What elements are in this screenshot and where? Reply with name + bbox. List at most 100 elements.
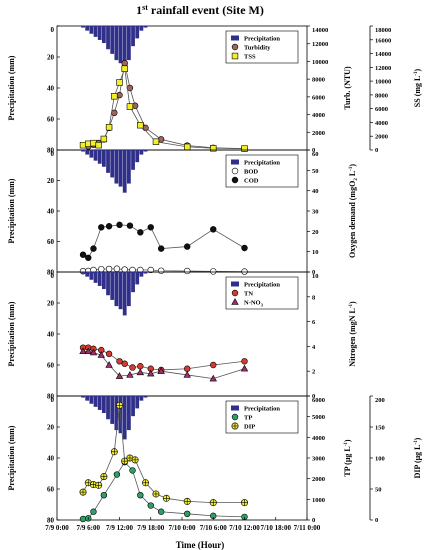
data-point-COD (79, 251, 87, 258)
precip-bar (106, 396, 110, 420)
data-point-TN (210, 361, 217, 369)
x-tick-label: 7/10 18:00 (260, 524, 291, 532)
data-point-Turbidity-shape (111, 109, 118, 117)
value-tick-label: 5000 (312, 414, 325, 421)
data-point-N-NO3-shape (209, 374, 217, 382)
data-point-COD-shape (116, 221, 123, 229)
precip-bar (122, 26, 127, 70)
data-point-N-NO3-shape (89, 348, 98, 356)
legend-marker-shape (231, 43, 239, 51)
legend-label: N-NO3 (244, 300, 264, 308)
precip-bar (85, 150, 90, 155)
data-point-TN-shape (184, 365, 191, 372)
legend-marker-shape (231, 176, 239, 184)
rain-tick-label: 60 (47, 362, 55, 370)
data-point-COD-shape (210, 226, 217, 233)
value-tick-label: 2000 (312, 476, 325, 483)
value-axis-title: Nitrogen (mgN L-1) (348, 301, 357, 367)
precip-bar (143, 26, 148, 28)
precip-bar (110, 272, 115, 300)
data-point-COD-shape (157, 245, 165, 252)
data-point-COD (137, 229, 144, 236)
data-point-COD-shape (85, 254, 92, 261)
data-point-BOD (90, 266, 97, 274)
precip-bar (131, 26, 135, 47)
legend-marker-shape (231, 35, 239, 41)
value-tick-label: 0 (312, 517, 315, 524)
data-point-TSS (126, 103, 134, 110)
data-point-TSS (210, 145, 217, 152)
data-point-N-NO3-shape (126, 371, 134, 378)
legend-marker-shape (231, 405, 239, 411)
data-point-BOD (184, 267, 191, 275)
data-point-BOD-shape (157, 267, 165, 274)
data-point-TP-shape (137, 492, 144, 499)
precip-bar (81, 26, 85, 28)
data-point-COD (241, 244, 248, 252)
data-point-BOD (241, 268, 248, 275)
data-point-TN-shape (137, 363, 144, 370)
x-axis-title: Time (Hour) (176, 540, 225, 550)
data-point-TP-shape (100, 492, 108, 499)
data-point-COD (147, 224, 154, 231)
data-point-TSS-shape (121, 65, 128, 72)
legend-marker (231, 159, 239, 165)
value-tick-label: 10 (312, 249, 319, 256)
value-tick-label: 8000 (375, 92, 388, 99)
data-point-DIP (110, 448, 118, 456)
data-point-DIP (95, 481, 103, 489)
value-axis-title: Oxygen demand (mgO2 L-1) (348, 164, 359, 258)
data-point-COD (184, 243, 191, 250)
data-point-TP (113, 471, 121, 478)
data-point-N-NO3 (105, 361, 113, 368)
series-line-Turbidity (88, 63, 245, 150)
legend-oxygen: Precipitation BOD COD (225, 154, 299, 188)
legend-label: COD (244, 178, 259, 185)
data-point-TN-shape (121, 360, 128, 367)
data-point-TSS (241, 145, 248, 152)
precip-bar (81, 396, 85, 398)
legend-phosphorus: Precipitation TP DIP (225, 400, 299, 434)
value-tick-label: 0 (312, 393, 315, 400)
data-point-N-NO3-shape (115, 372, 124, 379)
precip-bar (89, 396, 94, 404)
data-point-TN-shape (241, 358, 248, 365)
precip-bar (143, 396, 148, 398)
value-axis-title: DIP (μg L-1) (413, 437, 422, 478)
rain-tick-label: 60 (47, 116, 55, 124)
legend-label: Precipitation (244, 282, 280, 289)
data-point-TP-shape (147, 502, 154, 509)
data-point-TSS (95, 141, 102, 149)
precip-bar (110, 150, 115, 178)
data-point-BOD-shape (184, 267, 191, 275)
data-point-N-NO3 (157, 367, 165, 374)
data-point-TSS-shape (111, 93, 118, 100)
data-point-TSS (152, 138, 160, 145)
data-point-TP (147, 502, 154, 509)
data-point-TSS-shape (184, 143, 191, 151)
precip-bar (110, 26, 115, 54)
value-tick-label: 40 (312, 188, 319, 195)
value-tick-label: 4000 (312, 435, 325, 442)
legend-label: TP (244, 415, 252, 422)
x-tick-label: 7/9 18:00 (137, 524, 165, 532)
precip-bar (106, 26, 110, 50)
value-tick-label: 60 (312, 151, 319, 158)
data-point-N-NO3 (240, 364, 249, 372)
data-point-COD-shape (105, 223, 113, 230)
data-point-COD-shape (79, 251, 87, 258)
data-point-TN (105, 350, 113, 358)
data-point-TN (184, 365, 191, 372)
data-point-N-NO3-shape (240, 364, 249, 372)
rain-tick-label: 60 (47, 238, 55, 246)
rain-tick-label: 0 (51, 396, 55, 404)
precip-bar (122, 272, 127, 316)
value-tick-label: 200 (375, 397, 385, 404)
value-axis-title: SS (mg L-1) (413, 68, 422, 107)
precip-bar (126, 26, 131, 61)
x-tick-label: 7/10 6:00 (200, 524, 228, 532)
data-point-COD-shape (137, 229, 144, 236)
data-point-TSS (116, 79, 123, 86)
value-tick-label: 100 (375, 456, 385, 463)
precip-bar (85, 272, 90, 277)
